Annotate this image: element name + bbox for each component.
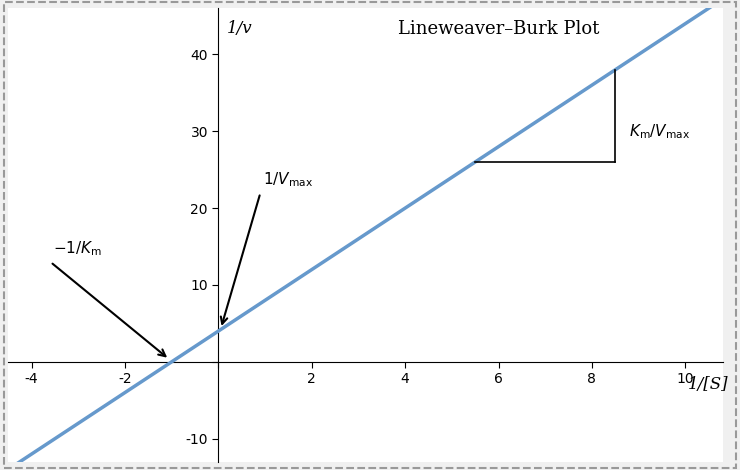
Text: Lineweaver–Burk Plot: Lineweaver–Burk Plot: [398, 20, 599, 38]
Text: $-1/K_{\rm m}$: $-1/K_{\rm m}$: [53, 239, 102, 258]
Text: 1/[S]: 1/[S]: [688, 376, 729, 392]
Text: $K_{\rm m}/V_{\rm max}$: $K_{\rm m}/V_{\rm max}$: [629, 122, 690, 141]
Text: $1/V_{\rm max}$: $1/V_{\rm max}$: [263, 170, 313, 189]
Text: 1/v: 1/v: [227, 20, 252, 37]
